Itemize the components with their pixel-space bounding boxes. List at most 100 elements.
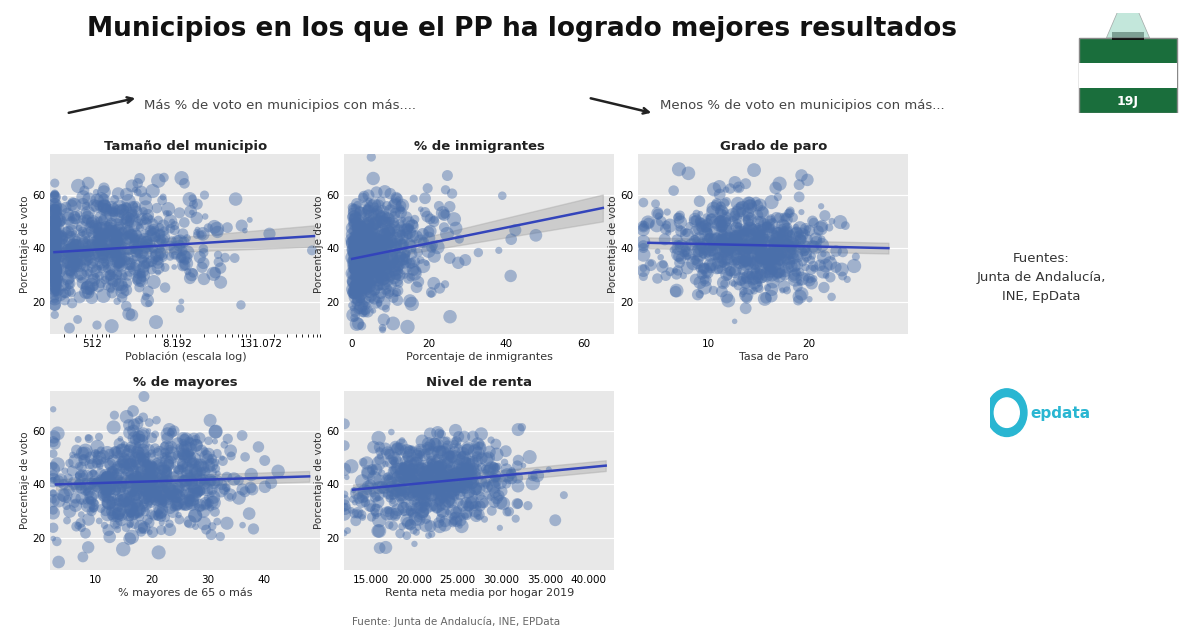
Point [140, 527, 160, 537]
Point [746, 237, 766, 247]
Point [139, 473, 158, 483]
Point [718, 254, 737, 264]
Point [751, 253, 770, 263]
Point [744, 230, 763, 240]
Point [382, 482, 401, 492]
Point [415, 496, 434, 507]
Point [767, 260, 786, 270]
Point [788, 229, 808, 239]
Circle shape [986, 389, 1027, 437]
Point [751, 270, 770, 280]
Point [139, 445, 158, 455]
Point [368, 280, 388, 290]
Point [136, 507, 155, 517]
Point [373, 323, 392, 333]
Point [701, 244, 720, 254]
Point [404, 475, 424, 485]
Point [73, 233, 92, 243]
Point [128, 269, 148, 279]
Point [80, 495, 100, 505]
Point [376, 186, 395, 197]
Point [119, 214, 138, 224]
Point [358, 244, 377, 254]
Point [384, 218, 403, 228]
Point [355, 280, 374, 290]
Point [108, 511, 127, 521]
Point [172, 173, 191, 183]
Point [241, 469, 260, 479]
Point [772, 245, 791, 255]
Point [46, 248, 65, 258]
Point [781, 248, 800, 258]
Point [175, 443, 194, 453]
Point [103, 230, 122, 240]
Point [221, 490, 240, 500]
Point [763, 265, 782, 275]
Point [335, 464, 354, 474]
Point [721, 239, 740, 249]
Point [790, 292, 809, 302]
Point [409, 465, 428, 475]
Point [174, 438, 193, 448]
Point [70, 292, 89, 302]
Point [61, 258, 80, 268]
Point [196, 499, 215, 509]
Point [401, 520, 420, 530]
Point [119, 466, 138, 476]
Point [356, 258, 376, 268]
Point [408, 522, 427, 532]
Point [365, 285, 384, 295]
Point [755, 238, 774, 248]
Point [125, 234, 144, 244]
Point [180, 444, 199, 454]
Point [523, 471, 542, 481]
Point [347, 267, 366, 277]
Point [715, 198, 734, 209]
Point [137, 439, 156, 449]
Point [107, 237, 126, 247]
Point [366, 218, 385, 228]
Point [336, 504, 355, 514]
Point [764, 236, 784, 246]
Point [713, 259, 732, 269]
Point [398, 461, 418, 471]
Point [121, 508, 140, 518]
Point [710, 207, 730, 217]
Point [58, 274, 77, 284]
Point [232, 220, 251, 231]
Point [97, 448, 116, 458]
Point [145, 444, 164, 454]
Point [418, 183, 437, 193]
Point [378, 241, 397, 251]
Point [355, 223, 374, 233]
Point [349, 249, 368, 259]
Point [706, 217, 725, 227]
Y-axis label: Porcentaje de voto: Porcentaje de voto [19, 195, 30, 293]
Point [491, 523, 510, 533]
Point [416, 474, 436, 484]
Point [466, 455, 485, 466]
Point [380, 239, 400, 249]
Point [401, 507, 420, 517]
Point [352, 262, 371, 272]
Point [499, 507, 518, 517]
Point [175, 452, 194, 462]
Point [366, 272, 385, 282]
Point [126, 260, 145, 270]
Point [46, 243, 65, 253]
Point [346, 498, 365, 508]
Point [348, 288, 367, 298]
Point [433, 208, 452, 218]
Point [106, 447, 125, 457]
Point [386, 234, 406, 244]
Point [384, 265, 403, 275]
Point [728, 281, 748, 291]
Point [100, 227, 119, 237]
Point [46, 234, 65, 244]
Point [350, 279, 370, 289]
Point [359, 207, 378, 217]
Point [79, 514, 98, 524]
Point [649, 211, 668, 221]
Point [155, 173, 174, 183]
Point [65, 211, 84, 221]
